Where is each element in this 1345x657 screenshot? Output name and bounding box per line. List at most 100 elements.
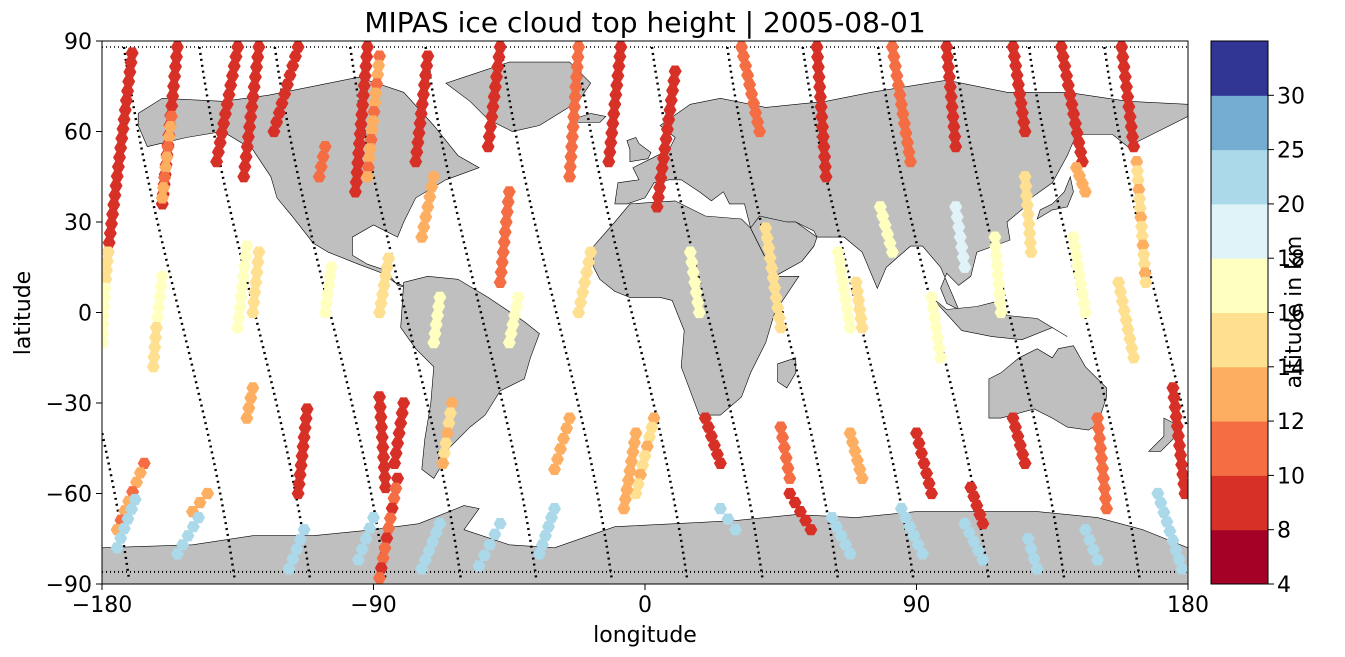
cloud-point xyxy=(1135,230,1149,242)
cloud-point xyxy=(825,512,839,524)
colorbar-tick-label: 8 xyxy=(1277,519,1291,544)
cloud-point xyxy=(1175,563,1188,575)
cloud-point xyxy=(352,137,366,150)
cloud-point xyxy=(103,227,117,239)
cloud-point xyxy=(283,69,297,81)
cloud-point xyxy=(119,94,133,107)
cloud-point xyxy=(251,256,265,268)
cloud-point xyxy=(560,422,574,434)
cloud-point xyxy=(492,51,506,63)
cloud-point xyxy=(645,421,659,434)
cloud-point xyxy=(894,503,908,515)
cloud-point xyxy=(563,161,577,173)
cloud-point xyxy=(102,282,112,294)
cloud-point xyxy=(1095,452,1108,464)
cloud-point xyxy=(887,51,901,63)
cloud-point xyxy=(353,128,367,140)
cloud-point xyxy=(810,41,824,53)
cloud-point xyxy=(967,490,981,503)
cloud-point xyxy=(1078,306,1092,319)
cloud-point xyxy=(1006,41,1020,53)
cloud-point xyxy=(852,294,866,307)
cloud-point xyxy=(1016,448,1030,460)
colorbar-segment xyxy=(1211,203,1268,259)
cloud-point xyxy=(319,297,333,310)
cloud-point xyxy=(566,121,580,133)
cloud-point xyxy=(1078,524,1092,536)
cloud-point xyxy=(1071,259,1085,271)
cloud-point xyxy=(495,256,509,268)
cloud-point xyxy=(1019,180,1033,192)
cloud-point xyxy=(907,530,921,542)
cloud-point xyxy=(623,465,637,477)
cloud-point xyxy=(502,186,516,198)
cloud-point xyxy=(1018,457,1032,469)
cloud-point xyxy=(576,286,590,298)
cloud-point xyxy=(1135,221,1149,233)
cloud-point xyxy=(391,472,405,484)
cloud-point xyxy=(976,554,990,566)
cloud-point xyxy=(1027,553,1041,565)
cloud-point xyxy=(1011,430,1025,442)
cloud-point xyxy=(363,143,377,155)
cloud-point xyxy=(426,536,440,548)
cloud-point xyxy=(360,51,374,63)
cloud-point xyxy=(1092,422,1105,434)
cloud-point xyxy=(102,309,110,322)
cloud-point xyxy=(378,471,392,483)
cloud-point xyxy=(942,71,956,83)
cloud-point xyxy=(849,276,863,288)
cloud-point xyxy=(774,322,788,334)
cloud-point xyxy=(247,296,261,309)
cloud-point xyxy=(707,439,721,451)
cloud-point xyxy=(572,41,586,53)
cloud-point xyxy=(548,463,561,475)
cloud-point xyxy=(114,532,128,544)
cloud-point xyxy=(606,117,620,130)
cloud-point xyxy=(989,250,1003,262)
cloud-point xyxy=(629,427,643,439)
cloud-point xyxy=(181,530,195,542)
cloud-point xyxy=(389,482,403,494)
cloud-point xyxy=(242,402,256,414)
cloud-point xyxy=(211,146,225,158)
cloud-point xyxy=(1077,297,1091,309)
cloud-point xyxy=(580,266,594,278)
cloud-point xyxy=(654,172,668,184)
cloud-point xyxy=(193,496,207,509)
cloud-point xyxy=(989,240,1003,253)
cloud-point xyxy=(620,484,634,496)
cloud-point xyxy=(834,530,848,542)
cloud-point xyxy=(614,41,628,53)
cloud-point xyxy=(488,81,502,93)
cloud-point xyxy=(897,117,911,130)
cloud-point xyxy=(164,110,178,122)
cloud-point xyxy=(915,447,928,459)
cloud-point xyxy=(1014,97,1028,109)
cloud-point xyxy=(942,61,955,73)
cloud-point xyxy=(691,296,705,309)
cloud-point xyxy=(376,288,390,300)
cloud-point xyxy=(816,121,829,133)
cloud-point xyxy=(1021,208,1035,221)
cloud-point xyxy=(498,226,512,238)
cloud-point xyxy=(1063,89,1077,101)
cloud-point xyxy=(605,127,619,139)
colorbar-tick-label: 25 xyxy=(1277,139,1305,164)
cloud-point xyxy=(741,69,755,81)
cloud-point xyxy=(698,412,712,424)
cloud-point xyxy=(374,562,388,574)
cloud-point xyxy=(102,273,113,285)
cloud-point xyxy=(359,60,373,72)
cloud-point xyxy=(229,51,243,63)
cloud-point xyxy=(121,513,135,525)
cloud-point xyxy=(973,509,987,521)
cloud-point xyxy=(692,306,706,319)
cloud-point xyxy=(1121,91,1135,103)
orbit-track xyxy=(499,46,613,579)
cloud-point xyxy=(167,80,181,92)
cloud-point xyxy=(483,539,497,551)
y-tick-label: 0 xyxy=(78,302,92,327)
cloud-point xyxy=(252,41,266,53)
cloud-point xyxy=(118,104,132,116)
